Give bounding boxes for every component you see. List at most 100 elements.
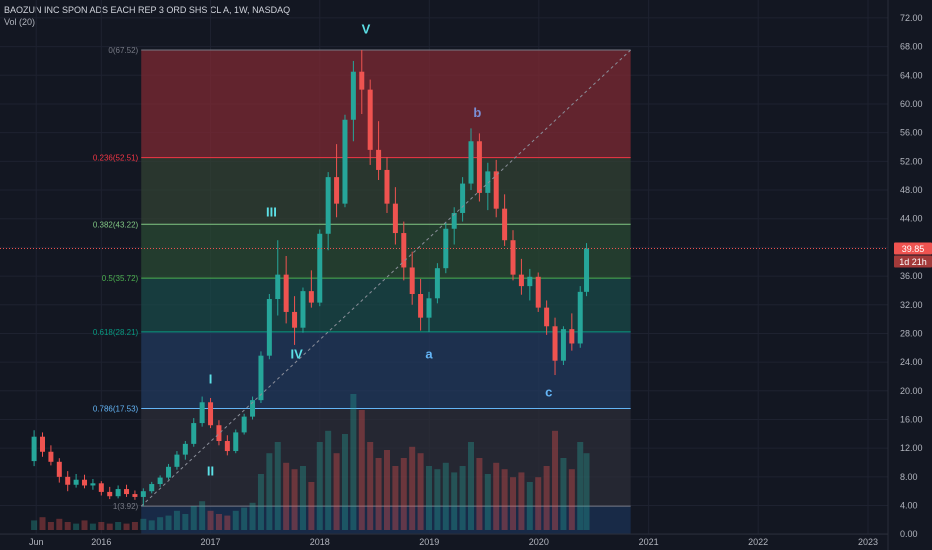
candle-body-14: [149, 484, 155, 492]
fib-label-6: 1(3.92): [113, 502, 139, 511]
volume-bar-46: [417, 453, 424, 530]
candle-28: [266, 294, 272, 360]
candle-body-52: [468, 141, 474, 184]
volume-bar-23: [224, 515, 231, 530]
candle-body-20: [199, 402, 205, 424]
volume-bar-41: [375, 458, 382, 530]
fib-zone-base: [141, 506, 631, 534]
candle-body-28: [266, 299, 272, 356]
candle-body-29: [275, 274, 281, 300]
volume-bar-18: [182, 514, 189, 530]
volume-bar-14: [148, 520, 155, 530]
wave-label-a: a: [425, 347, 433, 362]
candle-body-27: [258, 355, 264, 401]
candle-body-59: [527, 276, 533, 287]
candle-63: [560, 326, 566, 365]
volume-bar-6: [81, 520, 88, 530]
volume-bar-25: [241, 507, 248, 530]
volume-bar-47: [425, 466, 432, 530]
candle-35: [325, 172, 331, 251]
candle-29: [275, 240, 281, 316]
candle-39: [359, 50, 365, 115]
candle-body-13: [140, 491, 146, 497]
volume-bar-37: [341, 434, 348, 530]
volume-bar-8: [98, 522, 105, 530]
candle-59: [527, 268, 533, 301]
volume-bar-65: [577, 442, 584, 530]
candle-57: [510, 230, 516, 281]
volume-bar-60: [535, 477, 542, 530]
candle-body-41: [376, 149, 382, 170]
candle-66: [584, 243, 590, 297]
candle-30: [283, 255, 289, 324]
candle-46: [418, 278, 424, 331]
candle-21: [208, 397, 214, 429]
volume-bar-45: [409, 446, 416, 530]
fib-retracement[interactable]: 0(67.52) 0.236(52.51) 0.382(43.22) 0.5(35.7…: [93, 46, 631, 534]
candle-body-3: [56, 461, 62, 477]
price-tick-0: 72.00: [900, 13, 923, 23]
candle-52: [468, 128, 474, 191]
candle-body-64: [569, 329, 575, 344]
volume-bar-39: [358, 410, 365, 530]
candle-64: [569, 313, 575, 351]
candle-body-51: [460, 183, 466, 213]
candle-13: [140, 488, 146, 507]
candle-49: [443, 223, 449, 274]
candle-4: [65, 471, 71, 492]
price-tick-9: 36.00: [900, 271, 923, 281]
time-tick-2: 2017: [201, 537, 221, 547]
candle-body-36: [334, 177, 340, 204]
time-tick-7: 2022: [748, 537, 768, 547]
time-axis[interactable]: Jun 2016 2017 2018 2019 2020 2021 2022 2023: [0, 533, 888, 547]
volume-bar-19: [190, 506, 197, 530]
candle-24: [233, 429, 239, 454]
candle-44: [401, 221, 407, 281]
volume-indicator-label[interactable]: Vol (20): [4, 17, 36, 27]
wave-label-c: c: [545, 385, 552, 400]
volume-bar-9: [106, 523, 113, 530]
price-tick-10: 32.00: [900, 300, 923, 310]
candle-body-57: [510, 240, 516, 275]
candle-56: [502, 194, 508, 246]
candle-body-49: [443, 228, 449, 269]
candle-23: [224, 435, 230, 456]
candle-53: [476, 133, 482, 202]
volume-bar-44: [400, 458, 407, 530]
candle-6: [82, 474, 88, 489]
volume-bar-17: [173, 510, 180, 530]
last-price-badge: [894, 242, 932, 255]
volume-bar-27: [257, 474, 264, 530]
candle-48: [434, 263, 440, 304]
fib-label-0: 0(67.52): [108, 46, 138, 55]
price-axis[interactable]: 72.00 68.00 64.00 60.00 56.00 52.00 48.00 44.00…: [887, 0, 923, 550]
last-price-marker: 39.85 1d 21h: [0, 242, 932, 268]
candle-body-9: [107, 491, 113, 497]
volume-bar-34: [316, 442, 323, 530]
price-tick-1: 68.00: [900, 42, 923, 52]
candle-body-6: [82, 479, 88, 486]
price-tick-18: 0.00: [900, 529, 918, 539]
volume-bar-1: [39, 517, 46, 530]
candle-51: [460, 177, 466, 222]
volume-bar-59: [526, 482, 533, 530]
candle-43: [392, 187, 398, 245]
price-tick-5: 52.00: [900, 156, 923, 166]
volume-bar-15: [157, 517, 164, 530]
candle-body-40: [367, 89, 373, 150]
candle-15: [157, 475, 163, 487]
candle-body-38: [350, 71, 356, 120]
volume-bar-4: [64, 522, 71, 530]
time-tick-1: 2016: [91, 537, 111, 547]
candle-body-33: [308, 291, 314, 303]
time-tick-6: 2021: [639, 537, 659, 547]
volume-bar-42: [383, 450, 390, 530]
price-tick-7: 44.00: [900, 214, 923, 224]
candle-body-1: [40, 436, 46, 452]
candle-54: [485, 162, 491, 211]
price-tick-12: 24.00: [900, 357, 923, 367]
volume-bar-48: [434, 469, 441, 530]
countdown-badge: [894, 255, 932, 268]
candle-body-62: [552, 326, 558, 361]
